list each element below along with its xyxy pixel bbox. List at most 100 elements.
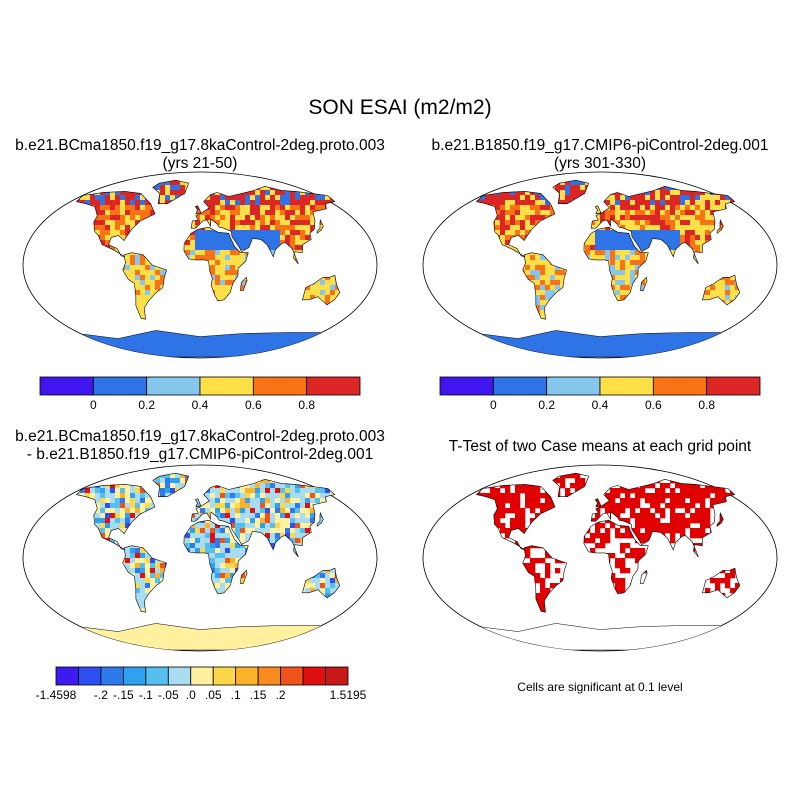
colorbar-label: -1.4598 xyxy=(36,688,77,702)
coastline-africa xyxy=(183,226,249,302)
colorbar-label: .05 xyxy=(205,688,222,702)
coastline-north-america xyxy=(75,484,156,551)
colorbar-label: -.15 xyxy=(113,688,134,702)
map-panel-case2 xyxy=(422,171,778,359)
colorbar-swatch xyxy=(167,666,192,686)
coastline-japan xyxy=(316,218,324,234)
colorbar-swatch xyxy=(652,376,708,396)
colorbar-swatch xyxy=(599,376,654,396)
coastline-uk xyxy=(194,498,202,508)
colorbar-swatch xyxy=(302,666,326,686)
coastline-africa xyxy=(583,519,649,595)
colorbar-label: 0.4 xyxy=(192,398,209,412)
colorbar-swatch xyxy=(78,666,102,686)
coastline-madagascar xyxy=(240,569,248,584)
colorbar-label: 0.8 xyxy=(698,398,715,412)
colorbar-label: 1.5195 xyxy=(330,688,367,702)
colorbar-label: .1 xyxy=(231,688,241,702)
colorbar-label: -.05 xyxy=(158,688,179,702)
antarctica xyxy=(68,330,331,358)
colorbar-swatch xyxy=(492,376,548,396)
coastline-madagascar xyxy=(640,276,648,291)
panel-3-title: b.e21.BCma1850.f19_g17.8kaControl-2deg.p… xyxy=(0,428,400,464)
colorbar-swatch xyxy=(212,666,237,686)
coastline-greenland xyxy=(552,472,590,497)
colorbar-label: 0.6 xyxy=(645,398,662,412)
map-panel-difference xyxy=(22,464,378,652)
coastline-madagascar xyxy=(240,276,248,291)
panel-1-title: b.e21.BCma1850.f19_g17.8kaControl-2deg.p… xyxy=(0,137,400,173)
coastline-japan xyxy=(316,511,324,527)
colorbar-label: 0 xyxy=(90,398,97,412)
coastline-africa xyxy=(583,226,649,302)
coastline-eurasia xyxy=(590,185,736,265)
coastline-madagascar xyxy=(640,569,648,584)
coastline-south-america xyxy=(522,545,567,613)
panel-2-title-line1: b.e21.B1850.f19_g17.CMIP6-piControl-2deg… xyxy=(431,137,769,154)
colorbar-swatch xyxy=(100,666,124,686)
colorbar-swatch xyxy=(92,376,148,396)
colorbar-label: 0 xyxy=(490,398,497,412)
colorbar-label: 0.2 xyxy=(138,398,155,412)
colorbar-label: -.1 xyxy=(139,688,153,702)
colorbar-swatch xyxy=(252,376,308,396)
coastline-eurasia xyxy=(190,185,336,265)
colorbar-label: 0.2 xyxy=(538,398,555,412)
panel-1-title-line1: b.e21.BCma1850.f19_g17.8kaControl-2deg.p… xyxy=(15,137,385,154)
coastline-south-america xyxy=(522,252,567,320)
coastline-japan xyxy=(716,218,724,234)
colorbar-label: .2 xyxy=(276,688,286,702)
colorbar-label: 0.4 xyxy=(592,398,609,412)
coastline-australia xyxy=(702,567,741,599)
colorbar-swatch xyxy=(190,666,214,686)
map-panel-case1 xyxy=(22,171,378,359)
colorbar-swatch xyxy=(706,376,761,396)
panel-1-title-line2: (yrs 21-50) xyxy=(162,155,238,172)
coastline-south-america xyxy=(122,545,167,613)
coastline-australia xyxy=(302,274,341,306)
colorbar-swatch xyxy=(280,666,304,686)
coastline-south-america xyxy=(122,252,167,320)
coastline-japan xyxy=(716,511,724,527)
coastline-eurasia xyxy=(590,478,736,558)
coastline-greenland xyxy=(152,472,190,497)
colorbar-label: 0.6 xyxy=(245,398,262,412)
antarctica xyxy=(468,623,731,651)
coastline-north-america xyxy=(75,191,156,258)
colorbar-case1: 0 0.2 0.4 0.6 0.8 xyxy=(39,376,361,412)
coastline-north-america xyxy=(475,484,556,551)
coastline-greenland xyxy=(552,179,590,204)
antarctica xyxy=(68,623,331,651)
colorbar-label: 0.8 xyxy=(298,398,315,412)
coastline-australia xyxy=(302,567,341,599)
panel-3-title-line2: - b.e21.B1850.f19_g17.CMIP6-piControl-2d… xyxy=(26,446,374,463)
colorbar-swatch xyxy=(546,376,601,396)
figure-title: SON ESAI (m2/m2) xyxy=(308,96,492,119)
significance-note: Cells are significant at 0.1 level xyxy=(517,680,683,694)
colorbar-swatch xyxy=(306,376,361,396)
coastline-uk xyxy=(594,498,602,508)
colorbar-label: .0 xyxy=(186,688,196,702)
colorbar-swatch xyxy=(55,666,79,686)
antarctica xyxy=(468,330,731,358)
colorbar-swatch xyxy=(325,666,349,686)
colorbar-label: .15 xyxy=(250,688,267,702)
colorbar-swatch xyxy=(235,666,259,686)
coastline-uk xyxy=(594,205,602,215)
panel-2-title-line2: (yrs 301-330) xyxy=(553,155,647,172)
coastline-eurasia xyxy=(190,478,336,558)
colorbar-swatch xyxy=(146,376,201,396)
panel-4-title: T-Test of two Case means at each grid po… xyxy=(448,438,752,455)
coastline-australia xyxy=(702,274,741,306)
panel-2-title: b.e21.B1850.f19_g17.CMIP6-piControl-2deg… xyxy=(400,137,800,173)
coastline-greenland xyxy=(152,179,190,204)
colorbar-swatch xyxy=(257,666,282,686)
map-panel-ttest xyxy=(422,464,778,652)
colorbar-swatch xyxy=(199,376,254,396)
colorbar-case2: 0 0.2 0.4 0.6 0.8 xyxy=(439,376,761,412)
colorbar-swatch xyxy=(122,666,147,686)
colorbar-swatch xyxy=(145,666,169,686)
coastline-africa xyxy=(183,519,249,595)
coastline-north-america xyxy=(475,191,556,258)
colorbar-swatch xyxy=(39,376,94,396)
